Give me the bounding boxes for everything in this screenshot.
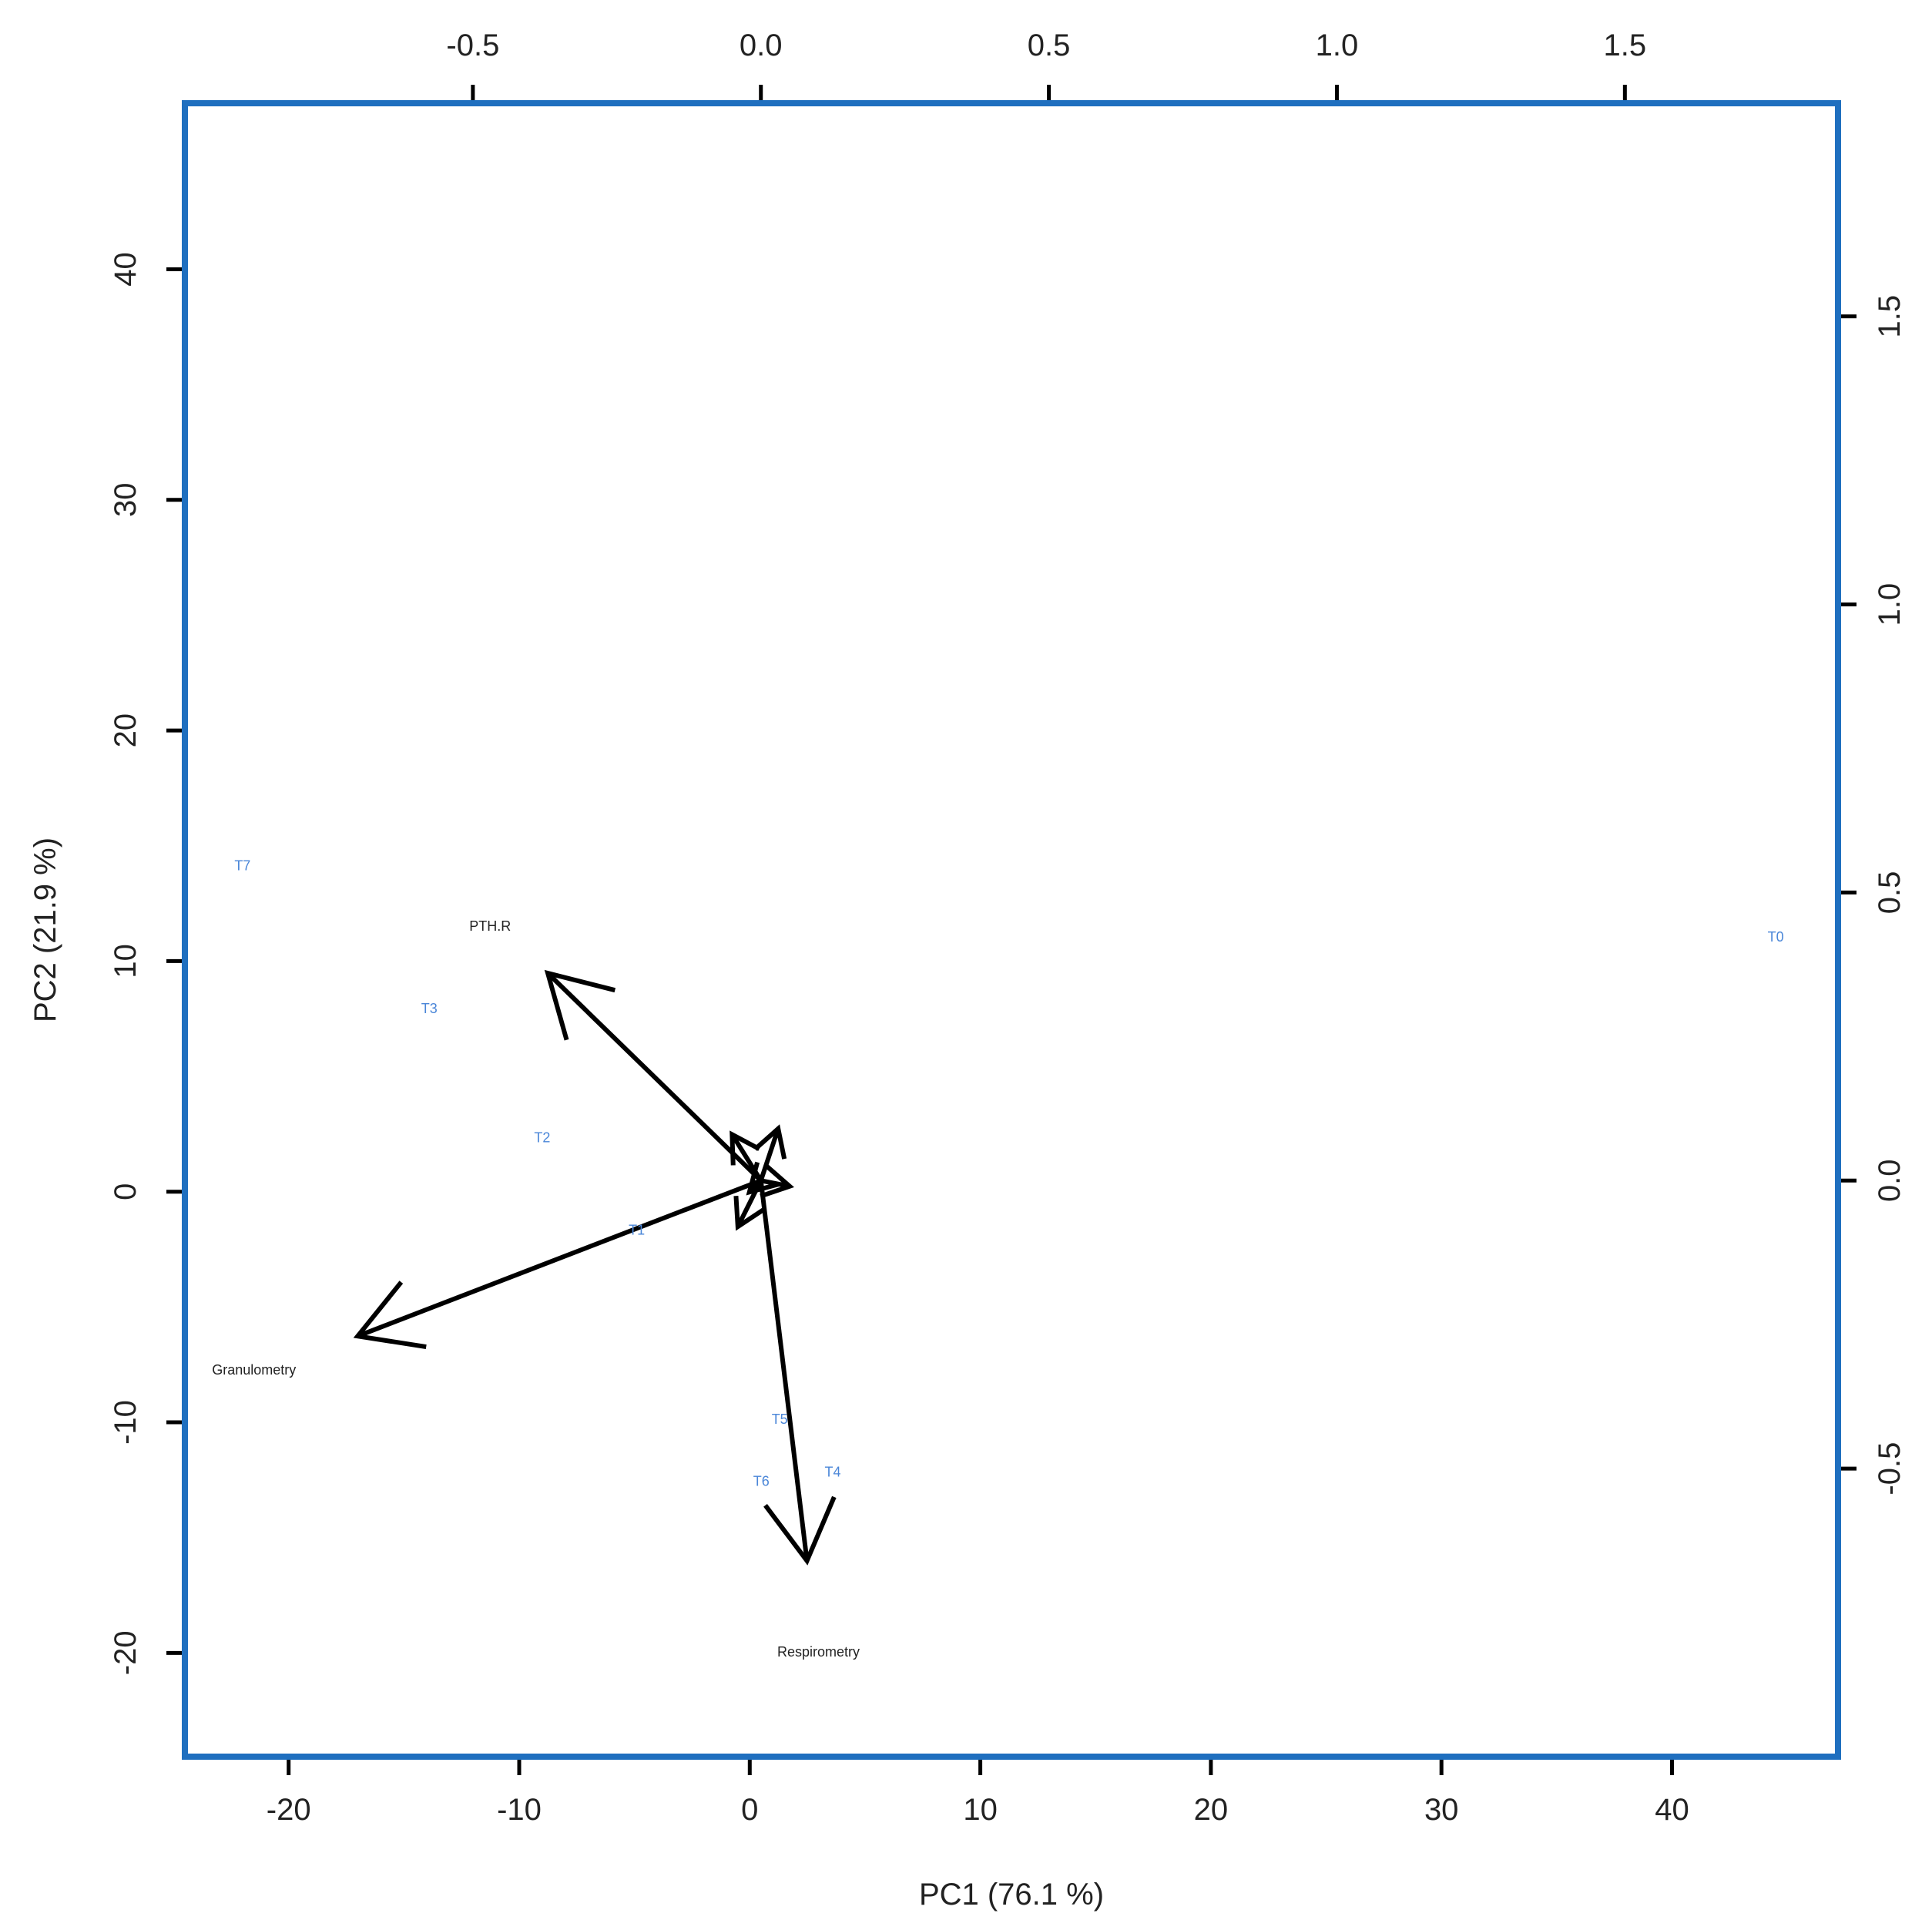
x-tick-label: 20 [1194,1793,1229,1827]
top-tick-label: 0.5 [1028,29,1071,62]
observation-label: T7 [234,858,250,873]
variable-label: PTH.R [469,918,511,934]
arrow-head [544,969,616,1041]
loading-arrows: PTH.R Granulometry Respirometry [212,918,860,1660]
top-tick-label: -0.5 [446,29,499,62]
loading-arrow [746,1161,780,1196]
arrow-head [753,1124,787,1160]
x-tick-label: -10 [497,1793,542,1827]
arrow-head [353,1281,427,1350]
y-axis-title: PC2 (21.9 %) [29,837,62,1022]
y-tick-label: -10 [109,1400,143,1445]
x-tick-label: 10 [963,1793,998,1827]
loading-arrow: PTH.R [469,918,763,1183]
variable-label: Granulometry [212,1362,296,1378]
arrow-head [733,1195,765,1231]
right-tick-label: 1.0 [1873,583,1907,626]
arrow-head [760,1164,795,1199]
loading-arrow [753,1124,787,1182]
observation-label: T3 [421,1001,438,1016]
x-tick-label: 30 [1424,1793,1459,1827]
x-tick-label: 0 [741,1793,758,1827]
observation-label: T5 [772,1411,788,1427]
arrow-head [730,1130,761,1166]
y-tick-label: -20 [109,1630,143,1675]
observation-label: T2 [534,1130,550,1146]
y-tick-label: 30 [109,483,143,518]
y-tick-label: 20 [109,713,143,748]
arrow-head [746,1161,780,1196]
arrow-shaft [545,971,763,1183]
x-tick-label: 40 [1655,1793,1689,1827]
axes-layer: -20 -10 0 10 20 30 40 -20 -10 0 10 20 30 40 -0.5 0.0 0.5… [109,29,1907,1827]
arrow-shaft [758,1180,810,1562]
right-tick-label: -0.5 [1873,1442,1907,1495]
y-tick-label: 10 [109,944,143,978]
loading-arrow: Granulometry [212,1178,762,1378]
observation-label: T1 [629,1222,645,1237]
arrow-head [763,1495,837,1566]
right-tick-label: 0.5 [1873,871,1907,915]
observation-label: T6 [753,1474,770,1489]
y-tick-label: 0 [109,1183,143,1200]
variable-label: Respirometry [777,1644,860,1660]
y-tick-label: 40 [109,252,143,287]
right-tick-label: 1.5 [1873,295,1907,338]
x-axis-title: PC1 (76.1 %) [919,1878,1104,1912]
loading-arrow: Respirometry [758,1180,860,1660]
x-tick-label: -20 [267,1793,311,1827]
arrow-shaft [357,1178,762,1338]
top-tick-label: 1.0 [1316,29,1359,62]
plot-frame [182,100,1841,1760]
observation-label: T0 [1768,929,1784,945]
arrow-shaft [758,1128,781,1182]
observation-label: T4 [825,1465,841,1480]
top-tick-label: 1.5 [1604,29,1647,62]
labels-layer: T7 T3 T2 T1 T5 T6 T4 T0 [234,858,1783,1489]
top-tick-label: 0.0 [740,29,783,62]
right-tick-label: 0.0 [1873,1159,1907,1202]
